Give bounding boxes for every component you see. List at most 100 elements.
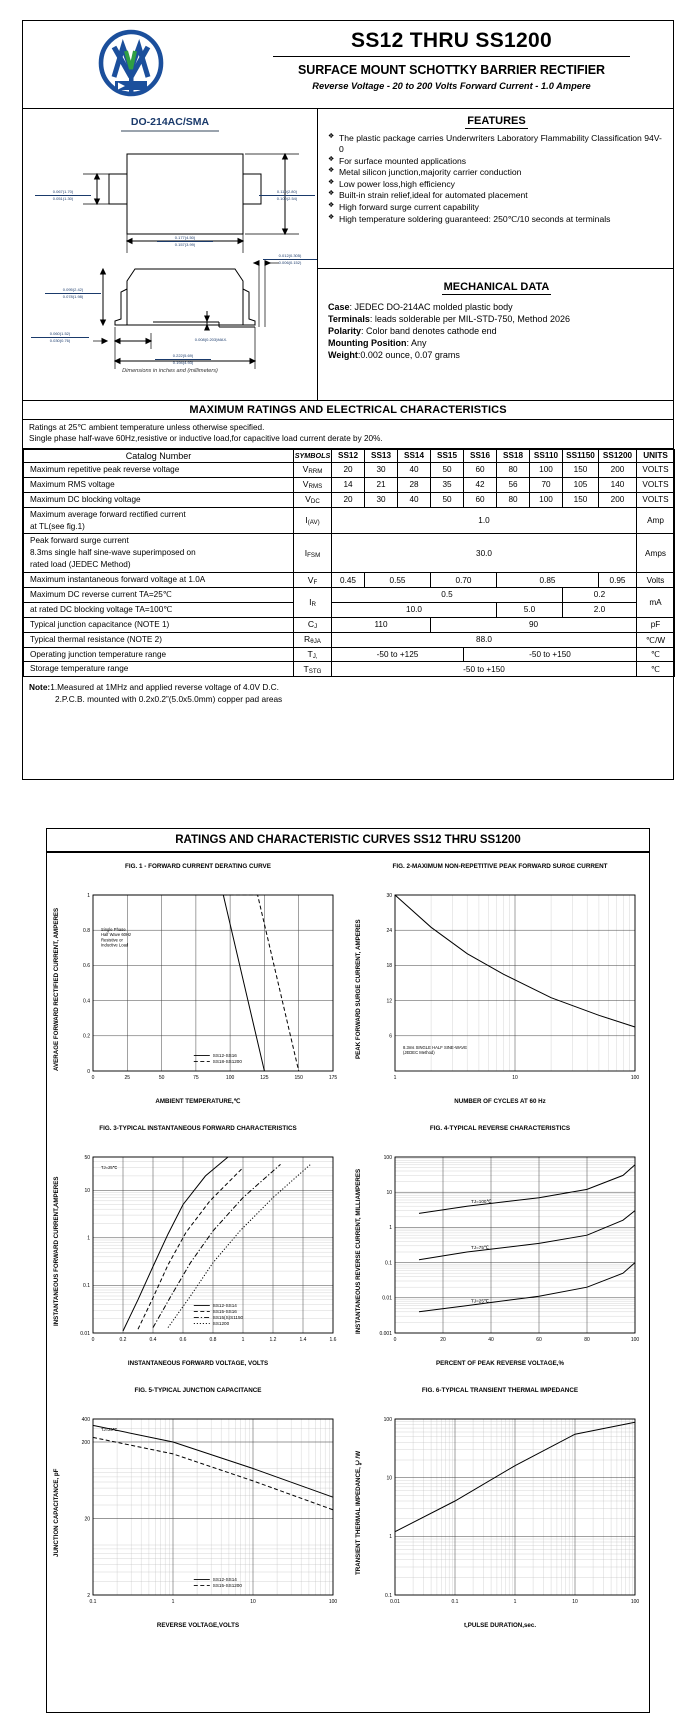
chart-title: FIG. 2-MAXIMUM NON-REPETITIVE PEAK FORWA…: [392, 863, 608, 870]
row-units: Amps: [636, 533, 675, 574]
list-item: For surface mounted applications: [328, 155, 665, 167]
svg-text:75: 75: [193, 1075, 199, 1081]
row-description: Typical junction capacitance (NOTE 1): [23, 616, 294, 633]
row-value: 56: [496, 476, 530, 493]
dimension-note: Dimensions in inches and (millimeters): [122, 368, 218, 374]
svg-text:0.1: 0.1: [385, 1260, 392, 1266]
svg-text:50: 50: [84, 1155, 90, 1161]
row-description: Peak forward surge current 8.3ms single h…: [23, 533, 294, 574]
mech-label: Polarity: [328, 325, 362, 336]
row-value: 40: [397, 461, 431, 478]
svg-text:1: 1: [389, 1225, 392, 1231]
row-value: 50: [430, 461, 464, 478]
row-units: ℃: [636, 646, 675, 663]
chart-title: FIG. 1 - FORWARD CURRENT DERATING CURVE: [125, 863, 271, 870]
chart-x-axis-label: t,PULSE DURATION,sec.: [463, 1621, 537, 1629]
svg-text:0.4: 0.4: [83, 998, 90, 1004]
table-row: Maximum RMS voltage VRMS 14 21 28 35 42 56 70 105…: [23, 476, 675, 493]
package-title-wrap: DO-214AC/SMA: [23, 109, 317, 132]
middle-section: DO-214AC/SMA: [23, 109, 673, 401]
mech-label: Terminals: [328, 313, 370, 324]
svg-text:175: 175: [329, 1075, 338, 1081]
chart-y-axis-label: TRANSIENT THERMAL IMPEDANCE, ℃/W: [355, 1450, 362, 1576]
mech-row: Mounting Position: Any: [328, 338, 665, 350]
row-value: 105: [562, 476, 599, 493]
svg-text:1: 1: [87, 893, 90, 899]
chart-figure-6: FIG. 6-TYPICAL TRANSIENT THERMAL IMPEDAN…: [349, 1377, 651, 1639]
row-symbol: VF: [293, 572, 332, 588]
svg-text:0.1: 0.1: [452, 1599, 459, 1605]
row-value: 50: [430, 491, 464, 508]
header-cell-part: SS18: [496, 448, 530, 463]
company-logo: [23, 21, 238, 108]
svg-text:150: 150: [295, 1075, 304, 1081]
mech-row: Weight:0.002 ounce, 0.07 grams: [328, 350, 665, 362]
dim-side-height: 0.095(2.42) 0.078(1.98): [45, 287, 101, 299]
svg-text:SS12-SS14: SS12-SS14: [213, 1577, 237, 1582]
dim-right-height: 0.110(2.80) 0.100(2.54): [259, 189, 315, 201]
row-value: 0.55: [364, 572, 431, 588]
svg-text:1: 1: [242, 1337, 245, 1343]
header: SS12 THRU SS1200 SURFACE MOUNT SCHOTTKY …: [23, 21, 673, 109]
chart-x-axis-label: REVERSE VOLTAGE,VOLTS: [156, 1621, 240, 1629]
chart-y-axis-label: INSTANTANEOUS FORWARD CURRENT,AMPERES: [53, 1176, 60, 1326]
datasheet-sheet-1: SS12 THRU SS1200 SURFACE MOUNT SCHOTTKY …: [22, 20, 675, 780]
chart-plot: 0 20 40 60 80 100 0.001 0.01 0.1 1 10 100 TJ=100℃ TJ=…: [349, 1115, 651, 1377]
chart-figure-4: FIG. 4-TYPICAL REVERSE CHARACTERISTICS IN…: [349, 1115, 651, 1377]
row-value: 40: [397, 491, 431, 508]
svg-text:10: 10: [572, 1599, 578, 1605]
row-symbol: TSTG: [293, 661, 332, 678]
mechanical-heading-wrap: MECHANICAL DATA: [328, 281, 665, 295]
curves-section-title: RATINGS AND CHARACTERISTIC CURVES SS12 T…: [47, 829, 649, 853]
note-line-1: Note:1.Measured at 1MHz and applied reve…: [29, 681, 673, 693]
svg-text:100: 100: [631, 1075, 640, 1081]
svg-text:SS12-SS14: SS12-SS14: [213, 1303, 237, 1308]
chart-plot: 0.01 0.1 1 10 100 0.1 1 10 100: [349, 1377, 651, 1639]
row-units: VOLTS: [636, 476, 675, 493]
header-subtitle: SURFACE MOUNT SCHOTTKY BARRIER RECTIFIER: [298, 63, 605, 77]
symbol-value: I(AV): [305, 515, 320, 527]
row-value: 2.0: [562, 601, 637, 618]
svg-text:TJ=25℃: TJ=25℃: [101, 1165, 118, 1170]
svg-text:0.1: 0.1: [83, 1283, 90, 1289]
svg-text:20: 20: [84, 1516, 90, 1522]
svg-text:1.6: 1.6: [330, 1337, 337, 1343]
datasheet-sheet-2: RATINGS AND CHARACTERISTIC CURVES SS12 T…: [46, 828, 650, 1713]
notes-label: Note:: [29, 682, 51, 693]
row-value: 10.0: [331, 601, 497, 618]
ratings-section-title: MAXIMUM RATINGS AND ELECTRICAL CHARACTER…: [23, 401, 673, 420]
header-cell-symbols: SYMBOLS: [293, 448, 332, 463]
ratings-condition-line-1: Ratings at 25℃ ambient temperature unles…: [29, 423, 265, 432]
svg-text:SS15-SS16: SS15-SS16: [213, 1309, 237, 1314]
row-description: Maximum repetitive peak reverse voltage: [23, 461, 294, 478]
symbol-value: CJ: [307, 619, 318, 631]
symbol-value: TJ,: [307, 648, 318, 660]
row-value: 100: [529, 461, 563, 478]
header-cell-part: SS1200: [598, 448, 637, 463]
header-cell-part: SS16: [463, 448, 497, 463]
header-cell-part: SS14: [397, 448, 431, 463]
symbol-value: IR: [309, 596, 316, 608]
svg-text:100: 100: [384, 1155, 393, 1161]
row-value: 0.70: [430, 572, 497, 588]
row-description: Maximum average forward rectified curren…: [23, 506, 294, 535]
svg-text:TJ=25℃: TJ=25℃: [471, 1299, 490, 1304]
table-row: Maximum repetitive peak reverse voltage V…: [23, 461, 675, 478]
chart-plot: 0 0.2 0.4 0.6 0.8 1 1.2 1.4 1.6 0.01 0.1 1 10 50 TJ=25…: [47, 1115, 349, 1377]
row-value: 1.0: [331, 506, 637, 535]
header-cell-part: SS15: [430, 448, 464, 463]
svg-text:100: 100: [329, 1599, 338, 1605]
dim-left-height: 0.067(1.70) 0.051(1.30): [35, 189, 91, 201]
mech-row: Case: JEDEC DO-214AC molded plastic body: [328, 302, 665, 314]
svg-text:30: 30: [386, 893, 392, 899]
row-value: 88.0: [331, 631, 637, 648]
table-notes: Note:1.Measured at 1MHz and applied reve…: [23, 677, 673, 711]
row-description: Maximum DC blocking voltage: [23, 491, 294, 508]
table-row: Typical thermal resistance (NOTE 2) RθJA 8…: [23, 631, 675, 648]
row-value: 14: [331, 476, 365, 493]
row-value: 80: [496, 491, 530, 508]
note-1-text: 1.Measured at 1MHz and applied reverse v…: [50, 682, 279, 693]
list-item: High forward surge current capability: [328, 201, 665, 213]
chart-y-axis-label: INSTANTANEOUS REVERSE CURRENT, MILLIAMPE…: [355, 1168, 362, 1334]
row-description: Maximum DC reverse current TA=25℃: [23, 586, 294, 603]
